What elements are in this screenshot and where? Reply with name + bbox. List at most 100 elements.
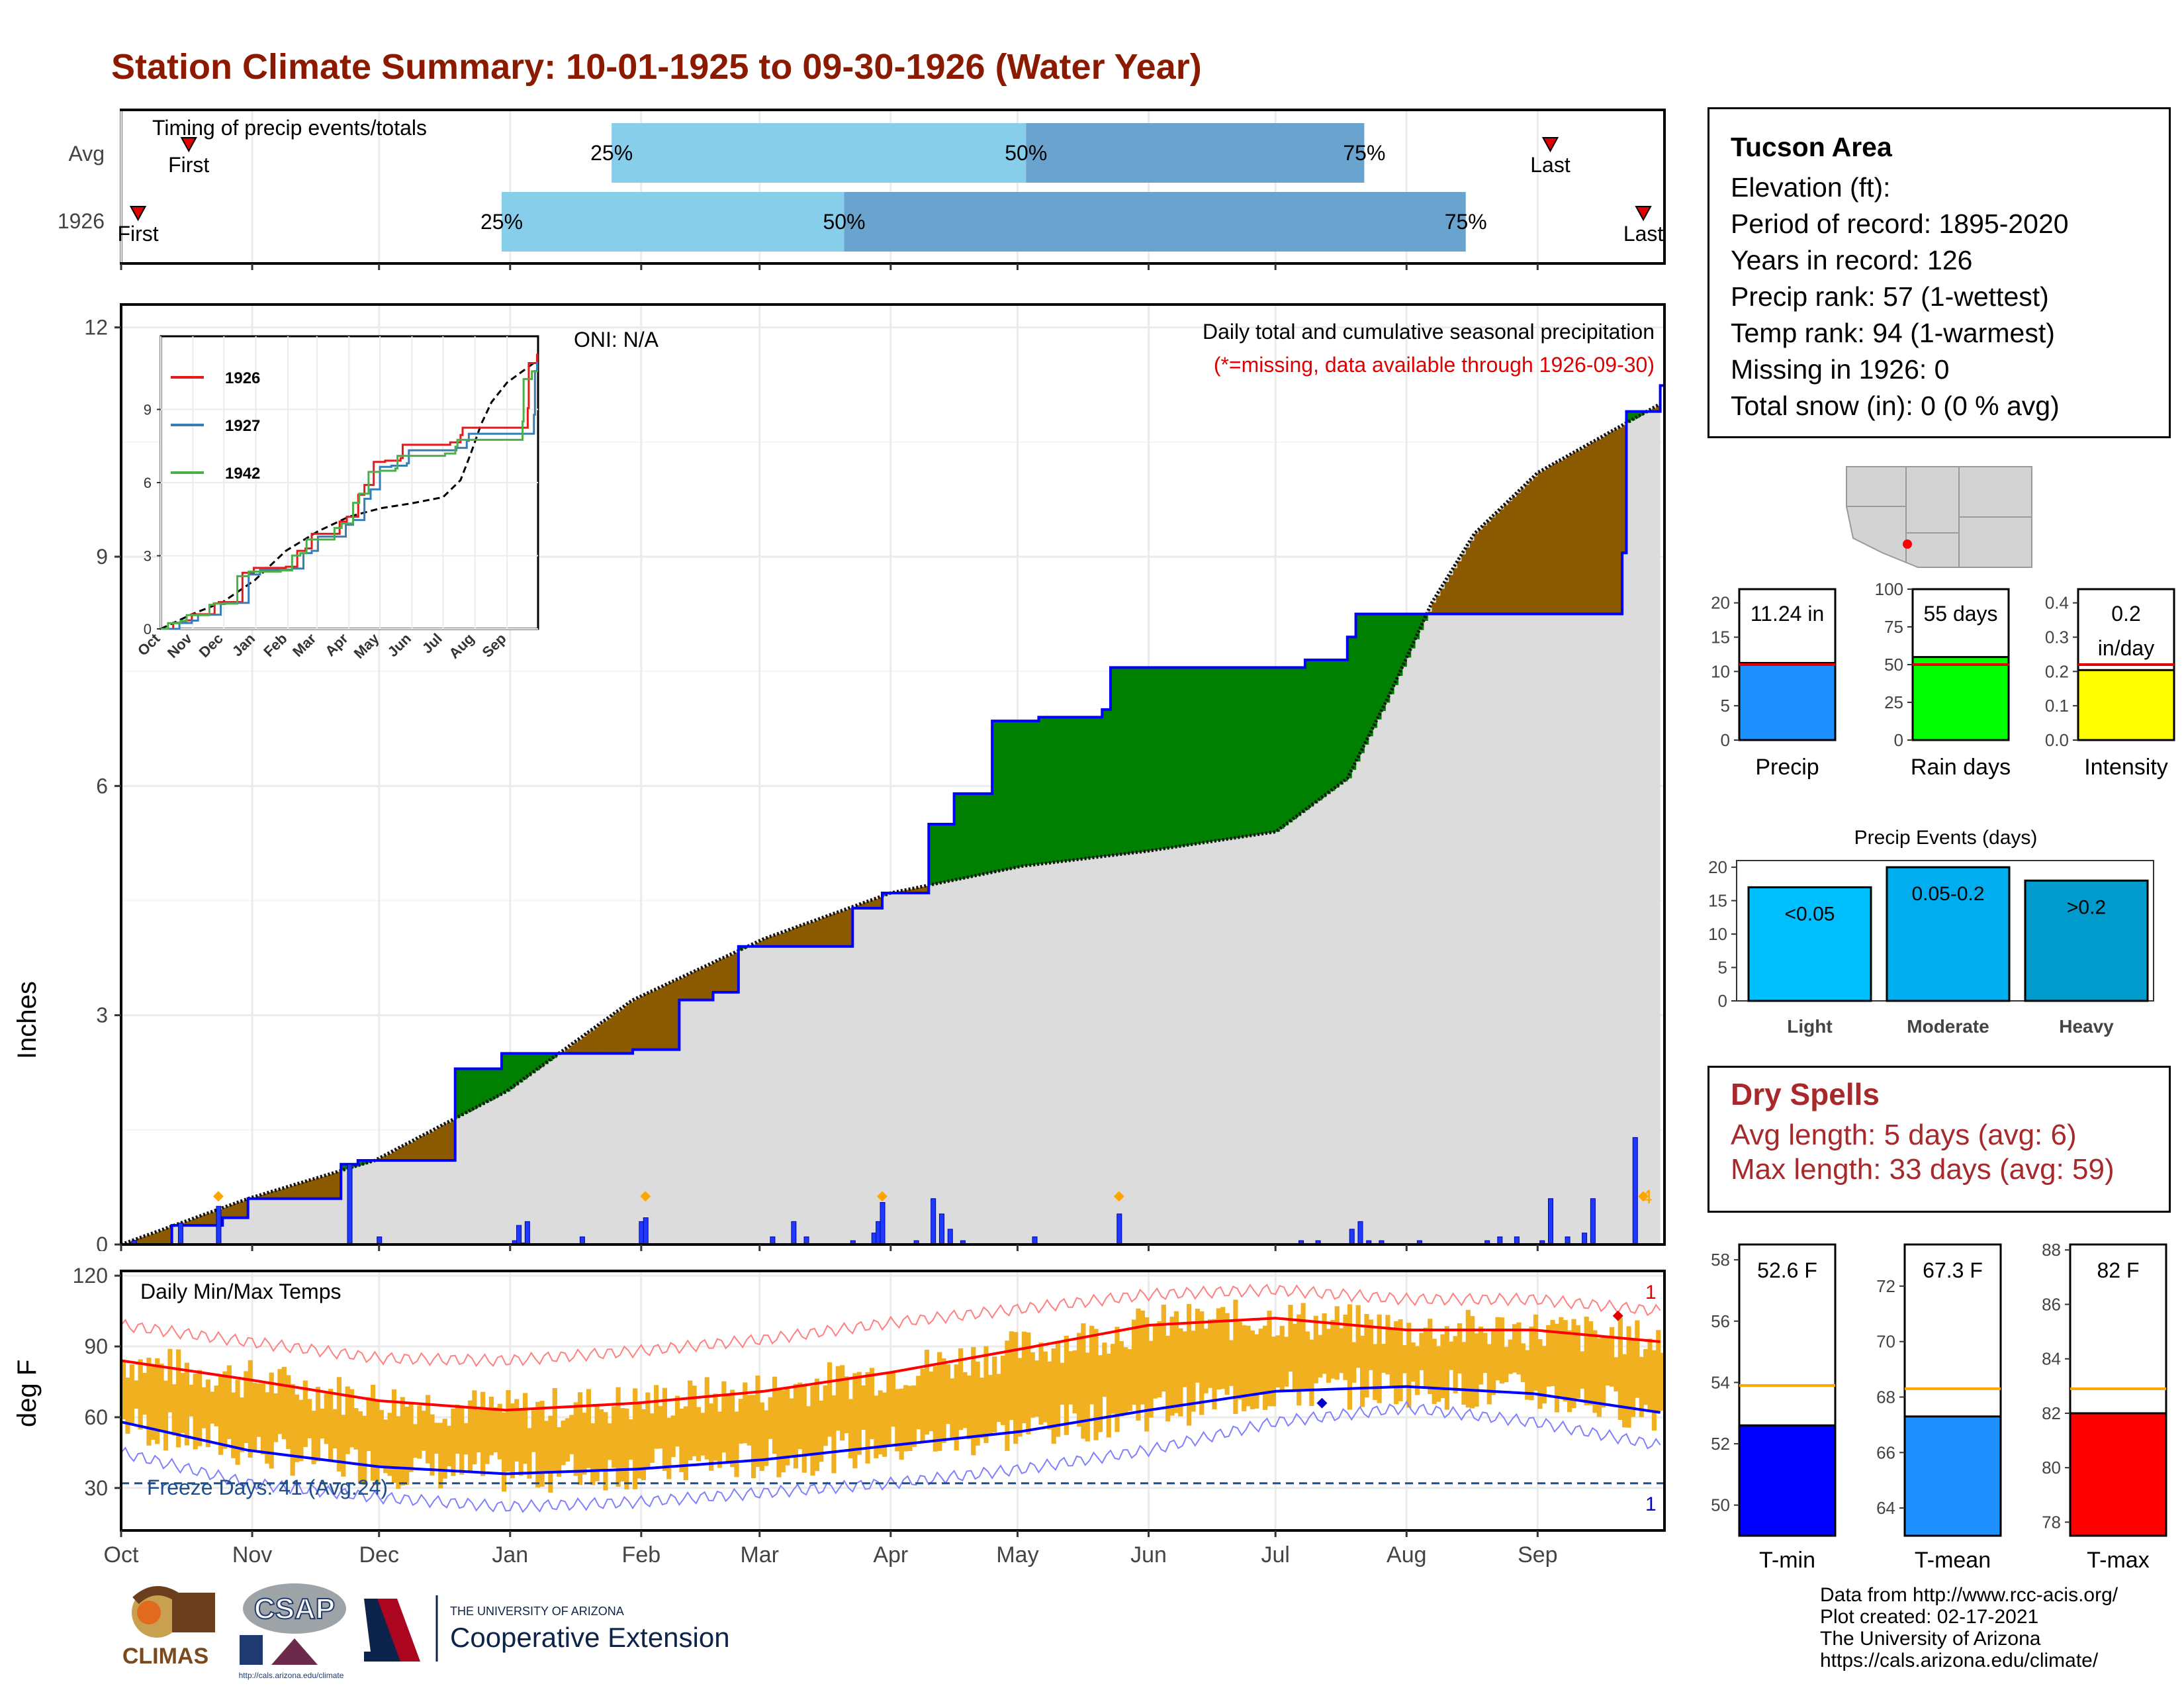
normal-max-line <box>120 1317 1661 1412</box>
surplus-fill <box>1254 667 1259 835</box>
daily-temp-bar <box>163 1380 169 1451</box>
daily-temp-bar <box>688 1380 693 1460</box>
temp-label: Daily Min/Max Temps <box>140 1280 341 1303</box>
deficit-fill <box>1617 427 1623 614</box>
average-area <box>121 404 1661 1244</box>
month-label: Oct <box>104 1542 139 1568</box>
deficit-fill <box>633 1000 638 1050</box>
daily-temp-bar <box>1017 1358 1023 1437</box>
deficit-fill <box>1575 451 1580 614</box>
y-tick-label: 78 <box>2042 1512 2061 1532</box>
daily-temp-bar <box>662 1387 667 1472</box>
daily-temp-bar <box>874 1395 879 1458</box>
daily-temp-bar <box>619 1408 625 1482</box>
daily-temp-bar <box>167 1348 173 1413</box>
daily-temp-bar <box>222 1371 228 1449</box>
daily-temp-bar <box>557 1427 562 1477</box>
deficit-fill <box>146 1235 152 1244</box>
daily-temp-bar <box>709 1403 714 1471</box>
daily-temp-bar <box>844 1376 849 1434</box>
deficit-fill <box>780 932 786 947</box>
surplus-fill <box>1102 709 1107 857</box>
daily-temp-bar <box>463 1423 469 1455</box>
surplus-fill <box>1072 717 1077 861</box>
station-precip-rank: Precip rank: 57 (1-wettest) <box>1731 281 2049 312</box>
daily-temp-bar <box>929 1372 934 1432</box>
deficit-fill <box>1550 465 1555 614</box>
surplus-fill <box>1343 659 1348 782</box>
deficit-fill <box>336 1172 341 1199</box>
daily-temp-bar <box>755 1376 760 1468</box>
surplus-fill <box>954 793 959 880</box>
daily-temp-bar <box>205 1379 210 1448</box>
daily-temp-bar <box>895 1389 900 1452</box>
event-bar-text: 0.05-0.2 <box>1911 883 1984 905</box>
daily-temp-bar <box>911 1385 917 1447</box>
daily-temp-bar <box>155 1358 160 1444</box>
deficit-fill <box>759 941 764 947</box>
temp-ylabel: deg F <box>13 1360 42 1427</box>
surplus-fill <box>514 1053 520 1086</box>
precip-main-panel: 0 3 6 9 12 Inches ONI: N/A Daily total and c… <box>13 303 1666 1251</box>
daily-temp-bar <box>1529 1326 1534 1401</box>
daily-temp-bar <box>336 1377 342 1472</box>
daily-temp-bar <box>628 1419 633 1460</box>
surplus-fill <box>1207 667 1212 842</box>
surplus-fill <box>1034 721 1040 865</box>
deficit-fill <box>662 986 667 1050</box>
station-elevation: Elevation (ft): <box>1731 172 1891 203</box>
surplus-fill <box>962 793 968 878</box>
daily-temp-bar <box>1009 1331 1014 1421</box>
deficit-fill <box>764 939 769 947</box>
daily-temp-bar <box>1660 1352 1665 1411</box>
y-tick-label: 0.2 <box>2045 661 2069 681</box>
daily-temp-bar <box>467 1400 473 1472</box>
daily-temp-bar <box>1571 1319 1576 1409</box>
daily-temp-bar <box>184 1362 190 1446</box>
daily-temp-bar <box>146 1358 152 1446</box>
deficit-fill <box>713 962 718 993</box>
daily-temp-bar <box>1081 1323 1086 1439</box>
summary-value: 55 days <box>1923 602 1997 626</box>
deficit-fill <box>916 888 921 893</box>
surplus-fill <box>1415 614 1420 639</box>
daily-temp-bar <box>1203 1329 1208 1393</box>
deficit-fill <box>184 1221 189 1226</box>
deficit-fill <box>387 1153 392 1161</box>
daily-temp-bar <box>979 1378 985 1438</box>
surplus-fill <box>1309 659 1314 807</box>
y-tick-label: 0 <box>1894 730 1903 750</box>
deficit-fill <box>1546 467 1551 614</box>
daily-temp-bar <box>277 1369 283 1434</box>
y-tick-label: 0.1 <box>2045 696 2069 716</box>
daily-temp-bar <box>357 1411 363 1484</box>
daily-temp-bar <box>920 1368 925 1442</box>
surplus-fill <box>1381 614 1386 712</box>
daily-temp-bar <box>1559 1317 1564 1397</box>
daily-temp-bar <box>522 1393 528 1464</box>
deficit-fill <box>590 1030 596 1054</box>
daily-temp-bar <box>1486 1344 1492 1405</box>
deficit-fill <box>730 955 735 993</box>
surplus-fill <box>1009 721 1014 869</box>
daily-temp-bar <box>438 1423 443 1489</box>
daily-temp-bar <box>1495 1317 1500 1381</box>
climas-logo: CLIMAS <box>122 1586 215 1669</box>
temp-bar <box>1738 1424 1837 1537</box>
daily-temp-bar <box>197 1370 203 1446</box>
summary-label: Precip <box>1755 755 1819 780</box>
y-tick-label: 90 <box>84 1335 108 1358</box>
daily-temp-bar <box>666 1417 672 1479</box>
deficit-fill <box>772 935 777 947</box>
y-tick-label: 20 <box>1708 857 1727 877</box>
daily-temp-bar <box>1148 1340 1154 1418</box>
surplus-fill <box>1064 717 1069 861</box>
daily-precip-bar <box>516 1225 522 1245</box>
y-tick-label: 5 <box>1721 696 1730 716</box>
daily-temp-bar <box>738 1399 743 1444</box>
daily-temp-bar <box>1410 1342 1416 1382</box>
daily-temp-bar <box>1271 1336 1277 1407</box>
deficit-fill <box>1486 521 1492 614</box>
month-label: Jul <box>1261 1542 1289 1568</box>
daily-temp-bar <box>1537 1339 1543 1409</box>
